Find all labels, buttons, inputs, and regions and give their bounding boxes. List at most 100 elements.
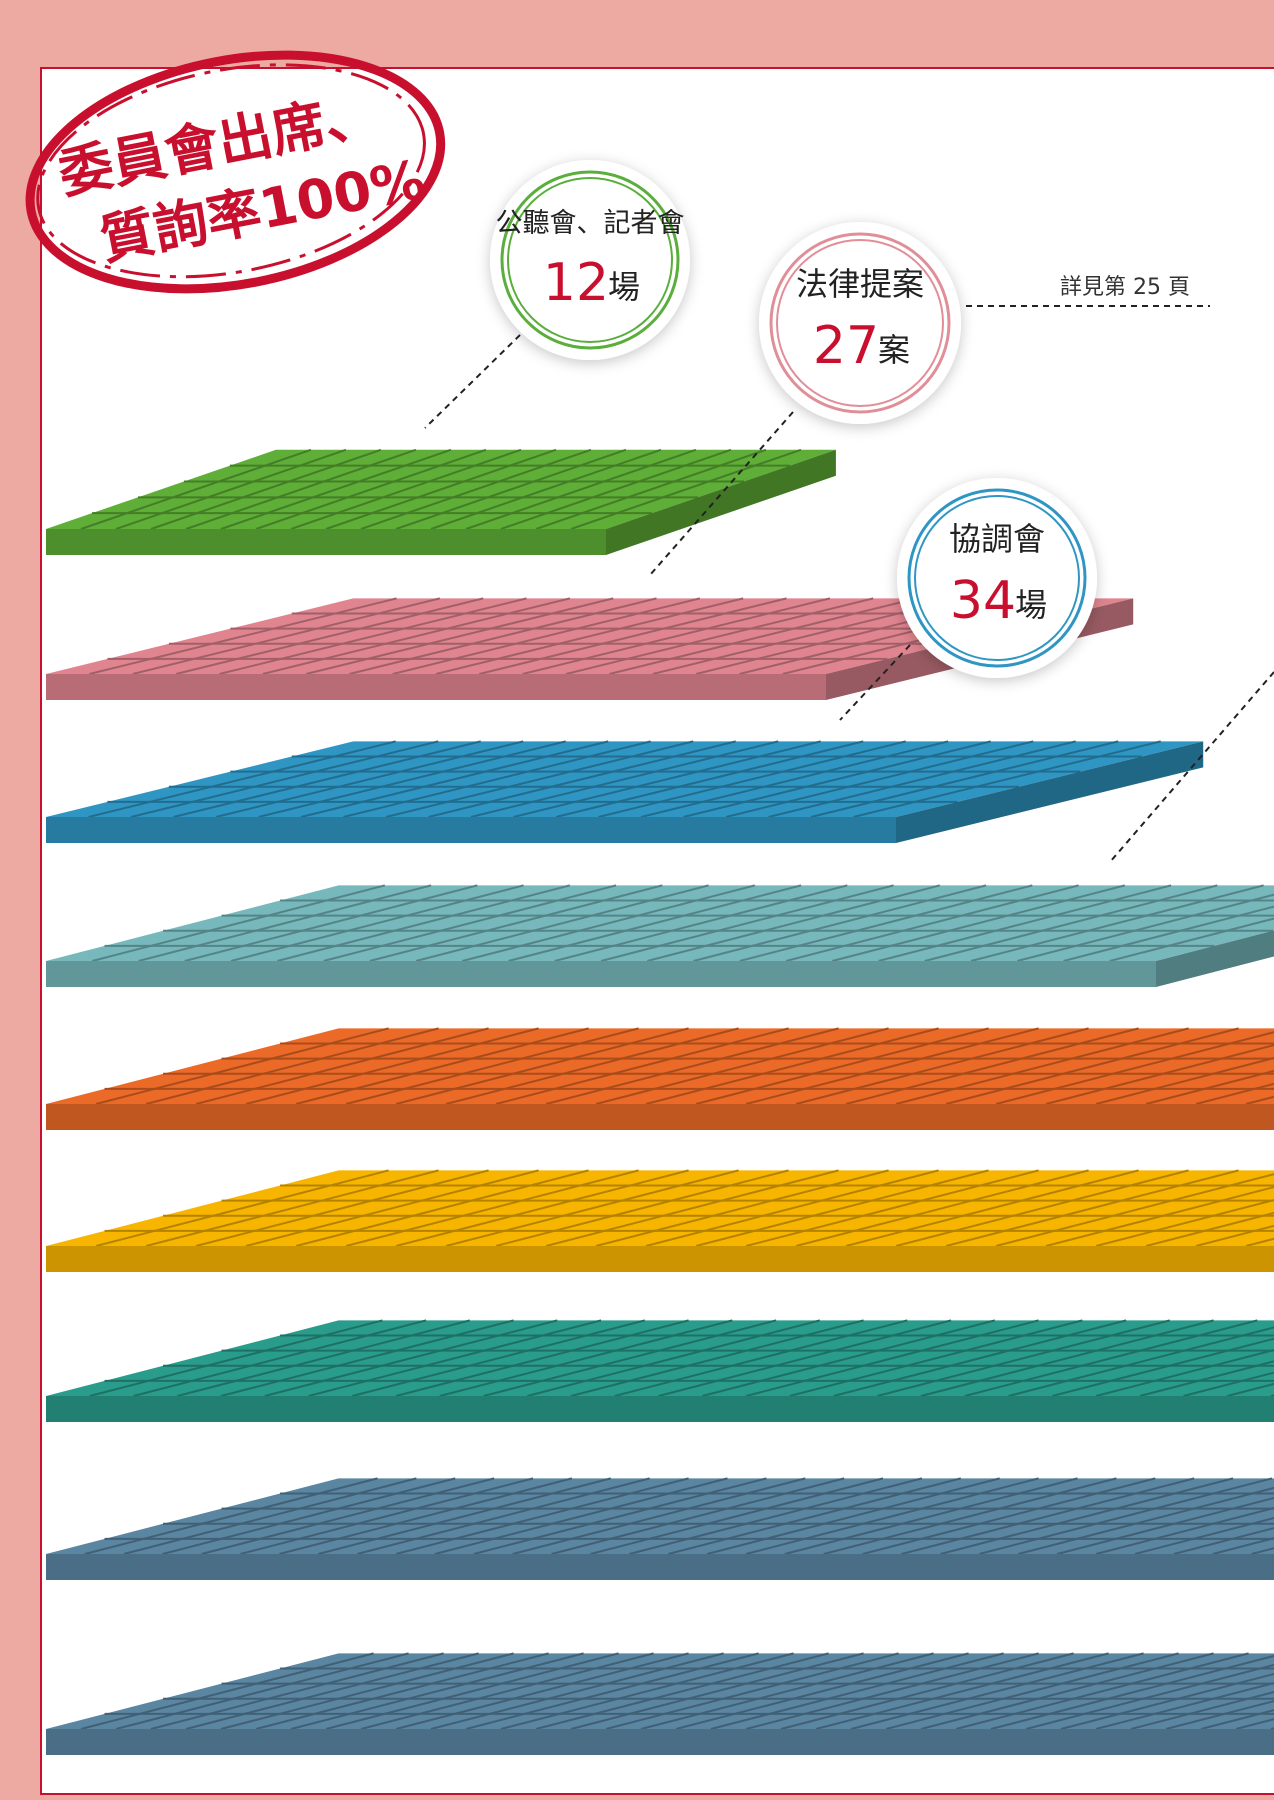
slab-grid-line [255, 1652, 549, 1730]
slab-grid-line [554, 884, 848, 962]
slab-grid-line [89, 1319, 383, 1397]
slab-5 [46, 1027, 1274, 1130]
leader-line-4 [1109, 671, 1274, 863]
leader-line-1 [424, 334, 521, 429]
slab-front-face [46, 529, 606, 555]
badge-2: 法律提案 27案 [759, 222, 961, 424]
badge-unit: 場 [608, 268, 640, 306]
slab-grid-line [461, 884, 756, 962]
slab-grid-line [885, 1652, 1179, 1730]
slab-grid-line [255, 448, 487, 530]
slab-grid-line [473, 1477, 767, 1555]
slab-grid-line [230, 884, 524, 962]
slab-grid-line [1195, 1224, 1274, 1247]
slab-side-face [896, 741, 1204, 843]
slab-3 [46, 740, 1204, 843]
slab-grid-line [465, 448, 697, 530]
slab-grid-line [823, 1477, 1117, 1555]
slab-grid-line [84, 1477, 378, 1555]
slab-grid-line [1060, 1672, 1274, 1730]
slab-grid-line [815, 1652, 1109, 1730]
slab-grid-line [995, 1031, 1274, 1105]
slab-grid-line [693, 884, 987, 962]
slab-grid-line [945, 1027, 1239, 1105]
slab-grid-line [784, 1477, 1078, 1555]
slab-grid-line [430, 448, 662, 530]
slab-grid-line [395, 1027, 689, 1105]
slab-grid-line [1165, 1700, 1274, 1730]
slab-grid-line [395, 1319, 689, 1397]
slab-grid-line [317, 1477, 612, 1555]
slab-grid-line [1017, 1486, 1274, 1555]
slab-front-face [46, 674, 826, 700]
slab-grid-line [667, 1477, 962, 1555]
slab-grid-line [220, 448, 452, 530]
slab-grid-line [445, 1027, 739, 1105]
slab-grid-line [479, 597, 787, 675]
slab-grid-line [395, 448, 627, 530]
slab-grid-line [115, 1652, 409, 1730]
slab-grid-line [795, 1169, 1089, 1247]
slab-front-face [46, 1246, 1274, 1272]
badge-ring-inner [507, 177, 673, 343]
slab-grid-line [901, 1477, 1195, 1555]
slab-grid-line [810, 740, 1119, 818]
slab-grid-line [590, 1477, 884, 1555]
slab-grid-line [1045, 1044, 1274, 1105]
slab-grid-line [629, 1477, 923, 1555]
slab-grid-line [258, 740, 566, 818]
slab-side-face [1156, 930, 1274, 987]
slab-grid-line [614, 1319, 908, 1397]
slab-grid-line [349, 597, 657, 675]
slab-grid-line [495, 1169, 789, 1247]
slab-grid-line [430, 1652, 724, 1730]
slab-grid-line [150, 1652, 444, 1730]
slab-front-face [46, 1729, 1274, 1755]
slab-grid-line [695, 1027, 989, 1105]
slab-grid-line [845, 1169, 1139, 1247]
slab-grid-line [1195, 1082, 1274, 1105]
slab-grid-line [195, 1169, 489, 1247]
slab-grid-line [428, 740, 736, 818]
slab-grid-line [162, 1477, 456, 1555]
slab-grid-line [1063, 905, 1274, 962]
slab-grid-line [325, 448, 557, 530]
badge-category-label: 協調會 [949, 520, 1045, 558]
slab-grid-line [535, 1652, 829, 1730]
slab-front-face [46, 817, 896, 843]
slab-grid-line [369, 884, 663, 962]
slab-grid-line [495, 1027, 789, 1105]
slab-8 [46, 1477, 1274, 1580]
slab-grid-line [508, 884, 802, 962]
badge-unit: 案 [878, 331, 910, 369]
slab-grid-line [513, 740, 821, 818]
slab-grid-line [710, 1652, 1004, 1730]
slab-grid-line [1145, 1211, 1274, 1247]
slab-grid-line [145, 1027, 439, 1105]
slab-9 [46, 1652, 1274, 1755]
leader-lines [424, 334, 1274, 863]
badge-category-label: 法律提案 [796, 265, 924, 303]
badge-category-label: 公聽會、記者會 [496, 208, 685, 239]
slab-grid-line [219, 597, 527, 675]
slab-grid-line [434, 1477, 728, 1555]
slab-grid-line [91, 884, 386, 962]
slab-grid-line [745, 1319, 1039, 1397]
badge-value: 27 [813, 316, 879, 376]
slab-grid-line [415, 884, 709, 962]
slab-grid-line [595, 1027, 889, 1105]
slab-grid-line [831, 884, 1126, 962]
slab-grid-line [1173, 1527, 1274, 1555]
badge-ring-inner [776, 239, 944, 407]
slab-grid-line [785, 884, 1079, 962]
slab-grid-line [955, 1652, 1249, 1730]
slab-grid-line [1139, 1360, 1274, 1397]
slab-grid-line [138, 884, 432, 962]
slab-front-face [46, 1554, 1274, 1580]
slab-grid-line [570, 1652, 864, 1730]
slab-grid-line [1134, 1517, 1274, 1555]
slab-grid-line [245, 1169, 539, 1247]
slab-grid-line [512, 1477, 806, 1555]
slab-front-face [46, 1396, 1274, 1422]
slab-grid-line [940, 1477, 1234, 1555]
